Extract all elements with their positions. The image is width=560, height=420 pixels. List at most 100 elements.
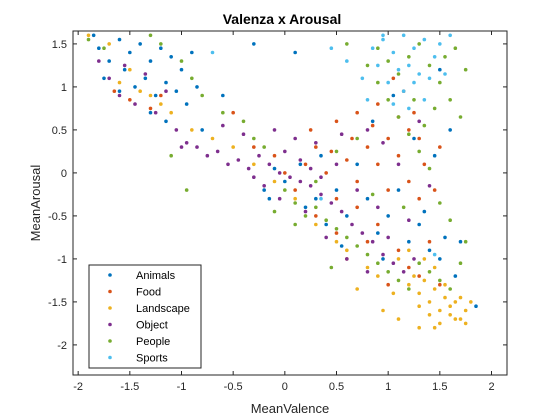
point-animals	[102, 76, 106, 81]
point-sports	[401, 89, 406, 93]
point-food	[376, 162, 380, 167]
point-food	[438, 145, 442, 149]
point-object	[314, 141, 318, 145]
point-landscape	[396, 257, 401, 261]
point-animals	[91, 33, 96, 38]
point-people	[324, 218, 328, 222]
point-food	[334, 231, 339, 235]
point-animals	[117, 37, 122, 42]
point-people	[427, 63, 432, 68]
point-animals	[298, 162, 303, 167]
point-sports	[210, 50, 215, 55]
point-landscape	[417, 291, 421, 296]
point-animals	[153, 93, 158, 98]
point-animals	[319, 153, 323, 158]
point-people	[221, 110, 225, 115]
point-food	[324, 171, 328, 175]
point-sports	[422, 37, 427, 42]
point-people	[432, 106, 437, 111]
point-people	[438, 80, 442, 85]
legend-marker-animals	[108, 273, 112, 277]
point-landscape	[443, 282, 447, 287]
point-food	[314, 214, 318, 218]
point-object	[283, 149, 287, 154]
point-object	[386, 235, 390, 240]
point-landscape	[448, 304, 452, 309]
point-object	[412, 257, 416, 261]
point-object	[184, 141, 189, 145]
point-landscape	[86, 33, 91, 38]
point-object	[133, 102, 137, 106]
legend-box	[88, 264, 202, 369]
points-layer	[86, 33, 478, 330]
y-axis-label: MeanArousal	[28, 165, 43, 242]
point-food	[417, 136, 421, 141]
point-object	[246, 166, 251, 171]
point-food	[159, 93, 163, 98]
point-food	[391, 76, 396, 81]
y-tick-label: 0	[61, 168, 67, 180]
point-landscape	[252, 162, 256, 167]
point-people	[334, 149, 339, 154]
point-landscape	[407, 248, 411, 253]
point-food	[231, 110, 235, 115]
point-object	[365, 270, 370, 274]
point-object	[236, 158, 241, 162]
x-tick-label: 2	[488, 381, 494, 393]
point-food	[427, 239, 432, 244]
point-people	[386, 98, 390, 102]
point-animals	[272, 166, 277, 171]
point-sports	[370, 46, 375, 50]
point-food	[350, 136, 354, 141]
point-animals	[396, 188, 401, 192]
legend-marker-sports	[108, 355, 112, 360]
point-object	[396, 162, 401, 167]
point-animals	[122, 67, 127, 72]
point-object	[365, 128, 370, 132]
point-object	[319, 192, 323, 197]
point-people	[443, 55, 447, 59]
legend-marker-people	[108, 339, 112, 343]
point-object	[407, 218, 411, 222]
point-landscape	[458, 295, 463, 300]
point-people	[370, 192, 375, 197]
x-axis-label: MeanValence	[251, 401, 330, 416]
y-tick-label: 1	[61, 82, 67, 94]
point-animals	[164, 119, 168, 124]
point-landscape	[334, 239, 339, 244]
point-object	[107, 76, 111, 81]
point-landscape	[272, 179, 277, 184]
point-landscape	[117, 80, 122, 85]
point-people	[345, 235, 349, 240]
point-object	[267, 162, 272, 167]
point-food	[314, 145, 318, 149]
point-food	[252, 145, 256, 149]
point-animals	[407, 239, 411, 244]
point-object	[334, 162, 339, 167]
point-people	[427, 270, 432, 274]
y-tick-label: 1.5	[52, 39, 67, 51]
point-animals	[303, 205, 308, 210]
point-landscape	[169, 110, 173, 115]
point-food	[386, 188, 390, 192]
point-people	[355, 136, 359, 141]
point-object	[252, 175, 256, 179]
point-animals	[143, 76, 148, 81]
point-object	[376, 205, 380, 210]
point-landscape	[210, 136, 215, 141]
x-tick-label: -1.5	[120, 381, 139, 393]
point-animals	[293, 50, 297, 55]
point-landscape	[314, 222, 318, 227]
point-food	[396, 248, 401, 253]
point-people	[407, 132, 411, 136]
point-people	[417, 261, 421, 266]
point-object	[355, 188, 359, 192]
point-landscape	[159, 102, 163, 106]
point-object	[272, 128, 277, 132]
point-animals	[283, 179, 287, 184]
point-people	[314, 179, 318, 184]
point-sports	[391, 50, 396, 55]
point-food	[396, 153, 401, 158]
point-landscape	[438, 321, 442, 326]
